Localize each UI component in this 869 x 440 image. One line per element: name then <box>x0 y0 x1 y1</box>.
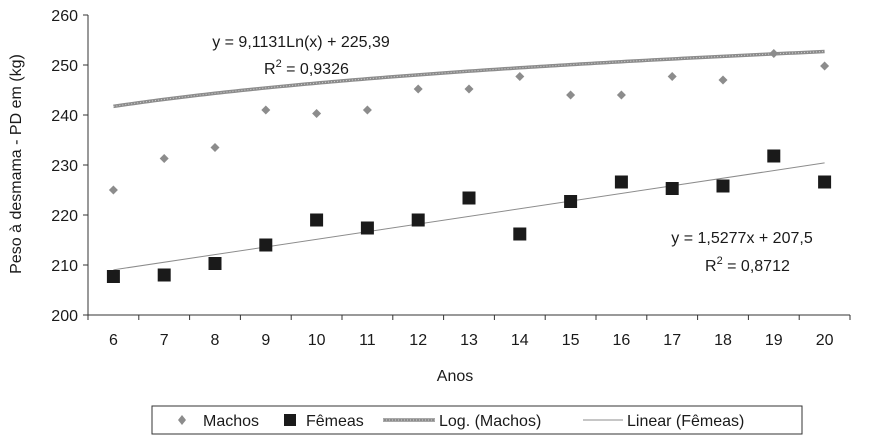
femeas-point <box>513 227 527 241</box>
y-tick-label: 230 <box>51 158 78 175</box>
x-tick-label: 20 <box>816 332 834 349</box>
legend-machos-label: Machos <box>203 413 259 430</box>
machos-point <box>413 84 423 94</box>
femeas-point <box>767 149 781 163</box>
legend-log-label: Log. (Machos) <box>439 413 541 430</box>
x-tick-label: 8 <box>211 332 220 349</box>
x-tick-label: 18 <box>714 332 732 349</box>
femeas-point <box>360 221 374 235</box>
femeas-point <box>259 238 273 252</box>
machos-point <box>820 61 830 71</box>
legend-femeas-marker <box>284 414 296 426</box>
x-tick-label: 7 <box>160 332 169 349</box>
machos-point <box>616 90 626 100</box>
machos-point <box>667 72 677 81</box>
x-tick-label: 17 <box>663 332 681 349</box>
x-tick-label: 14 <box>511 332 529 349</box>
legend-linear-label: Linear (Fêmeas) <box>627 413 744 430</box>
y-tick-label: 220 <box>51 208 78 225</box>
x-tick-label: 10 <box>308 332 326 349</box>
machos-point <box>210 143 220 152</box>
y-tick-label: 210 <box>51 258 78 275</box>
legend-machos-marker <box>178 415 186 425</box>
legend-femeas-label: Fêmeas <box>306 413 364 430</box>
machos-point <box>464 84 474 94</box>
linear-trend-equation: y = 1,5277x + 207,5 R2 = 0,8712 <box>671 230 813 275</box>
machos-point <box>769 49 779 58</box>
y-tick-label: 240 <box>51 108 78 125</box>
femeas-point <box>310 213 324 227</box>
linear-trend-equation-text: y = 1,5277x + 207,5 <box>671 230 813 247</box>
femeas-point <box>818 175 832 189</box>
femeas-point <box>564 195 578 208</box>
linear-trend-r2-text: R2 = 0,8712 <box>705 255 790 275</box>
machos-point <box>159 154 169 163</box>
x-tick-label: 6 <box>109 332 118 349</box>
y-tick-label: 250 <box>51 58 78 75</box>
log-trend-equation: y = 9,1131Ln(x) + 225,39 R2 = 0,9326 <box>212 34 390 78</box>
femeas-point <box>106 270 120 283</box>
x-tick-label: 15 <box>562 332 580 349</box>
machos-point <box>362 105 372 115</box>
machos-point <box>312 109 322 118</box>
legend-box <box>151 405 803 435</box>
log-trendline-machos <box>113 49 825 109</box>
y-tick-label: 260 <box>51 8 78 25</box>
x-tick-label: 12 <box>409 332 427 349</box>
femeas-point <box>716 179 730 193</box>
machos-point <box>261 105 271 115</box>
legend: Machos Fêmeas Log. (Machos) Linear (Fême… <box>151 405 803 435</box>
femeas-point <box>157 268 171 282</box>
femeas-point <box>462 191 476 205</box>
log-trend-r2-text: R2 = 0,9326 <box>264 58 349 78</box>
femeas-point <box>208 257 222 270</box>
x-tick-label: 13 <box>460 332 478 349</box>
machos-point <box>108 185 118 195</box>
trend-lines <box>113 49 825 271</box>
log-trendline-machos-texture <box>113 51 825 107</box>
machos-point <box>718 75 728 85</box>
machos-point <box>515 72 525 81</box>
log-trend-equation-text: y = 9,1131Ln(x) + 225,39 <box>212 34 390 51</box>
y-tick-label: 200 <box>51 308 78 325</box>
x-tick-label: 19 <box>765 332 783 349</box>
y-axis-label: Peso à desmama - PD em (kg) <box>8 54 25 274</box>
femeas-point <box>665 182 679 195</box>
data-points <box>106 49 832 283</box>
x-axis-label: Anos <box>437 368 473 385</box>
femeas-point <box>411 213 425 227</box>
axes: 200 210 220 230 240 250 260 6 7 8 9 10 11 12 13 14 15 16 1… <box>51 8 851 349</box>
machos-point <box>566 90 576 100</box>
linear-trendline-femeas <box>113 162 825 271</box>
x-tick-label: 11 <box>359 332 376 349</box>
femeas-point <box>614 175 628 189</box>
x-tick-label: 9 <box>261 332 270 349</box>
x-tick-label: 16 <box>613 332 631 349</box>
